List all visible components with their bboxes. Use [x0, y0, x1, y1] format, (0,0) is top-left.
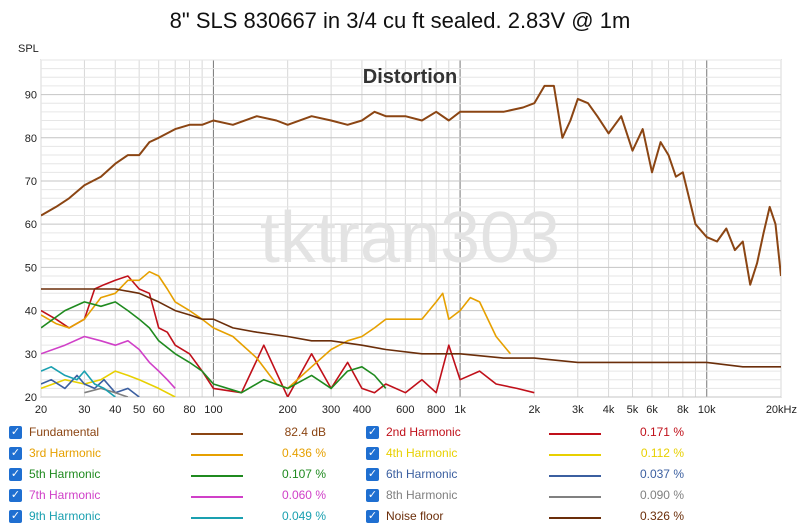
legend-checkbox[interactable]: ✓ [366, 510, 379, 523]
x-tick-label: 8k [677, 404, 689, 416]
series-line-9th-harmonic [41, 365, 116, 397]
legend-series-name: 6th Harmonic [386, 467, 458, 481]
y-tick-label: 70 [25, 176, 37, 188]
legend-line-swatch [549, 433, 601, 435]
series-line-fundamental [41, 84, 781, 286]
y-tick-label: 40 [25, 306, 37, 318]
legend-item: ✓ 2nd Harmonic 0.171 % [366, 424, 706, 445]
legend-item: ✓ Noise floor 0.326 % [366, 508, 706, 529]
x-tick-label: 1k [454, 404, 466, 416]
legend-line-swatch [549, 517, 601, 519]
legend-line-swatch [191, 454, 243, 456]
x-tick-label: 5k [627, 404, 639, 416]
legend-item: ✓ 7th Harmonic 0.060 % [9, 487, 349, 508]
x-tick-label: 20 [35, 404, 47, 416]
x-tick-labels: 20 30 40 50 60 80 100 200 300 400 600 800 1k 2k 3k 4k 5k… [35, 404, 797, 416]
x-tick-label: 3k [572, 404, 584, 416]
legend-series-name: 4th Harmonic [386, 446, 458, 460]
x-tick-label: 400 [353, 404, 371, 416]
legend-series-name: 9th Harmonic [29, 509, 101, 523]
legend-series-value: 0.171 % [639, 425, 684, 439]
x-tick-label: 100 [204, 404, 222, 416]
y-axis-label: SPL [18, 43, 39, 55]
legend-series-value: 0.060 % [281, 488, 326, 502]
x-tick-label: 20kHz [766, 404, 797, 416]
legend-series-name: Fundamental [29, 425, 100, 439]
x-tick-label: 40 [109, 404, 121, 416]
x-tick-label: 60 [153, 404, 165, 416]
legend-series-name: 3rd Harmonic [29, 446, 102, 460]
legend-line-swatch [549, 454, 601, 456]
legend-checkbox[interactable]: ✓ [9, 447, 22, 460]
legend-series-value: 0.436 % [281, 446, 326, 460]
legend-line-swatch [549, 475, 601, 477]
legend-series-value: 0.326 % [639, 509, 684, 523]
legend-checkbox[interactable]: ✓ [9, 426, 22, 439]
chart-subtitle: Distortion [363, 66, 457, 88]
legend-item: ✓ 3rd Harmonic 0.436 % [9, 445, 349, 466]
x-tick-label: 2k [529, 404, 541, 416]
x-tick-label: 600 [396, 404, 414, 416]
x-tick-label: 30 [78, 404, 90, 416]
legend-series-value: 0.112 % [640, 446, 684, 460]
legend-series-value: 0.107 % [281, 467, 326, 481]
x-tick-label: 200 [278, 404, 296, 416]
series-line-noise-floor [41, 288, 781, 368]
legend-line-swatch [191, 517, 243, 519]
legend-checkbox[interactable]: ✓ [9, 468, 22, 481]
legend-item: ✓ 6th Harmonic 0.037 % [366, 466, 706, 487]
watermark: tktran303 [260, 198, 560, 278]
x-tick-label: 4k [603, 404, 615, 416]
x-tick-label: 50 [133, 404, 145, 416]
legend-checkbox[interactable]: ✓ [366, 468, 379, 481]
plot-area [40, 59, 782, 398]
legend-item: ✓ 9th Harmonic 0.049 % [9, 508, 349, 529]
legend-checkbox[interactable]: ✓ [366, 489, 379, 502]
y-tick-label: 30 [25, 349, 37, 361]
y-tick-label: 50 [25, 262, 37, 274]
legend-item: ✓ 5th Harmonic 0.107 % [9, 466, 349, 487]
legend-series-name: 5th Harmonic [29, 467, 101, 481]
legend-series-value: 82.4 dB [284, 425, 326, 439]
y-tick-label: 80 [25, 133, 37, 145]
y-tick-label: 20 [25, 392, 37, 404]
legend-line-swatch [191, 475, 243, 477]
x-tick-label: 800 [427, 404, 445, 416]
legend-checkbox[interactable]: ✓ [9, 489, 22, 502]
legend-series-name: Noise floor [386, 509, 444, 523]
legend-series-value: 0.049 % [281, 509, 326, 523]
series-line-7th-harmonic [41, 335, 176, 389]
x-tick-label: 6k [646, 404, 658, 416]
legend-checkbox[interactable]: ✓ [9, 510, 22, 523]
legend: ✓ Fundamental 82.4 dB ✓ 2nd Harmonic 0.171 % ✓… [0, 420, 800, 527]
series-line-2nd-harmonic [41, 275, 535, 397]
legend-series-name: 2nd Harmonic [386, 425, 461, 439]
y-tick-label: 60 [25, 219, 37, 231]
y-tick-label: 90 [25, 90, 37, 102]
x-tick-label: 80 [183, 404, 195, 416]
x-tick-label: 10k [698, 404, 716, 416]
legend-line-swatch [549, 496, 601, 498]
legend-checkbox[interactable]: ✓ [366, 447, 379, 460]
legend-checkbox[interactable]: ✓ [366, 426, 379, 439]
x-tick-label: 300 [322, 404, 340, 416]
series-line-5th-harmonic [41, 301, 387, 394]
legend-line-swatch [191, 433, 243, 435]
legend-series-name: 7th Harmonic [29, 488, 101, 502]
legend-item: ✓ Fundamental 82.4 dB [9, 424, 349, 445]
series-lines [41, 84, 781, 397]
legend-series-value: 0.037 % [639, 467, 684, 481]
legend-series-value: 0.090 % [639, 488, 684, 502]
legend-item: ✓ 4th Harmonic 0.112 % [366, 445, 706, 466]
legend-line-swatch [191, 496, 243, 498]
distortion-chart: tktran303 Distortion SPL 20 30 40 50 60 70 80 9… [18, 43, 797, 416]
legend-series-name: 8th Harmonic [386, 488, 458, 502]
y-tick-labels: 20 30 40 50 60 70 80 90 [25, 90, 37, 404]
chart-title: 8" SLS 830667 in 3/4 cu ft sealed. 2.83V… [169, 8, 631, 33]
series-line-6th-harmonic [41, 374, 140, 397]
legend-item: ✓ 8th Harmonic 0.090 % [366, 487, 706, 508]
